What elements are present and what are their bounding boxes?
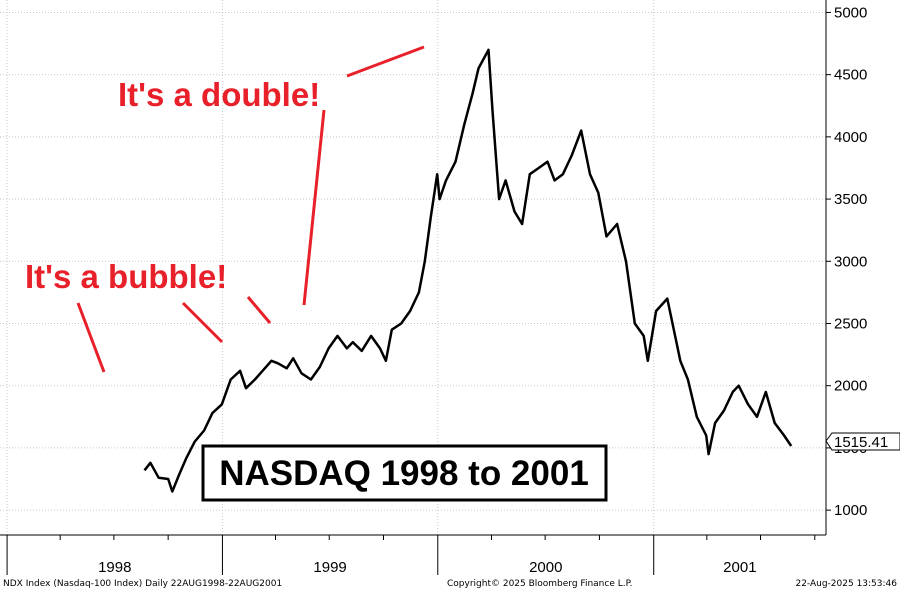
y-tick-label: 4000: [834, 129, 867, 146]
y-tick-label: 3500: [834, 191, 867, 208]
footer-center: Copyright© 2025 Bloomberg Finance L.P.: [447, 579, 632, 589]
y-tick-label: 1000: [834, 502, 867, 519]
chart-title: NASDAQ 1998 to 2001: [219, 454, 589, 493]
last-value-label: 1515.41: [834, 434, 888, 451]
bubble-pointer-2: [181, 301, 224, 344]
annotation-pointers: [76, 45, 425, 373]
y-tick-label: 2000: [834, 378, 867, 395]
series-line-0: [143, 48, 793, 493]
footer-right: 22-Aug-2025 13:53:46: [795, 579, 897, 589]
y-tick-label: 5000: [834, 4, 867, 21]
x-axis-marks: [6, 535, 816, 575]
last-value-tag: 1515.41: [825, 432, 900, 451]
annotation-double: It's a double!: [118, 76, 320, 113]
x-tick-label: 2001: [723, 559, 756, 576]
y-tick-label: 3000: [834, 253, 867, 270]
x-tick-label: 1999: [313, 559, 346, 576]
y-tick-labels: 100015002000250030003500400045005000: [826, 4, 867, 519]
y-tick-label: 4500: [834, 67, 867, 84]
bubble-pointer-1: [76, 302, 106, 373]
double-pointer-2: [346, 45, 425, 78]
x-tick-label: 1998: [98, 559, 131, 576]
chart-title-box: NASDAQ 1998 to 2001: [201, 444, 608, 502]
y-tick-label: 2500: [834, 315, 867, 332]
gridlines: [0, 0, 826, 535]
series-lines: [143, 48, 793, 493]
footer-left: NDX Index (Nasdaq-100 Index) Daily 22AUG…: [3, 579, 282, 589]
x-tick-label: 2000: [529, 559, 562, 576]
x-tick-labels: 1998 1999 2000 2001: [98, 559, 756, 576]
double-pointer-1: [302, 109, 326, 306]
bubble-pointer-3: [246, 296, 272, 324]
annotation-bubble: It's a bubble!: [25, 258, 227, 295]
